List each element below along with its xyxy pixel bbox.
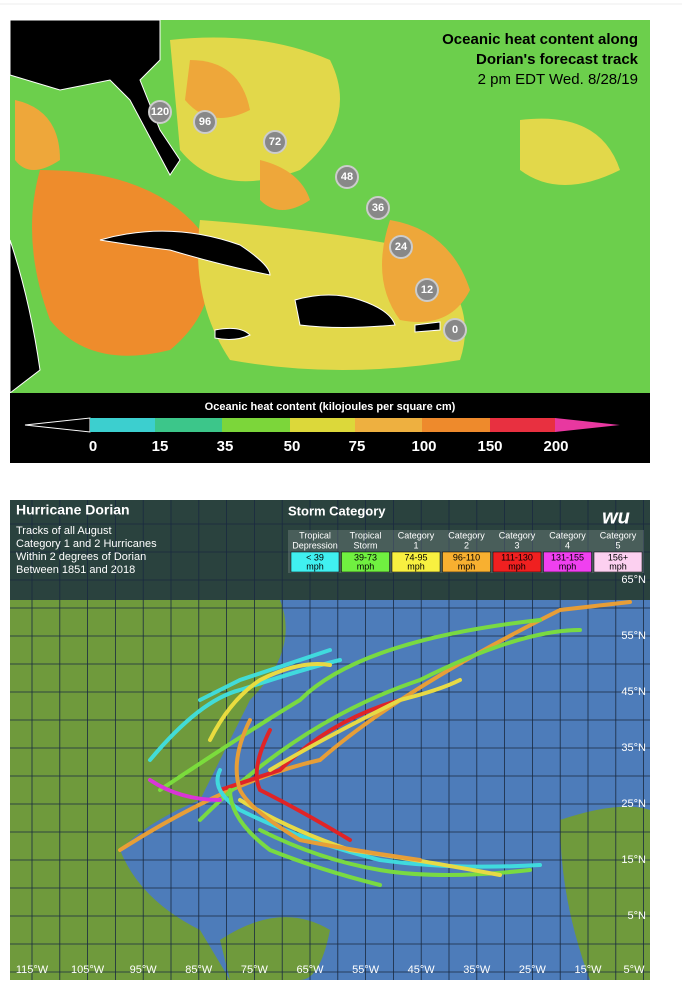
category-name: Category	[600, 530, 637, 540]
legend-label: 75	[349, 438, 366, 455]
lon-label: 65°W	[296, 964, 324, 976]
lon-label: 85°W	[185, 964, 213, 976]
category-name: 5	[615, 540, 620, 550]
track-marker	[335, 165, 359, 189]
legend-label: 100	[411, 438, 436, 455]
map-subtitle: Within 2 degrees of Dorian	[16, 551, 146, 563]
lon-label: 105°W	[71, 964, 105, 976]
category-range: 39-73	[354, 552, 377, 562]
legend-label: 200	[543, 438, 568, 455]
category-swatch	[492, 551, 542, 573]
category-range: mph	[508, 561, 526, 571]
map-subtitle: Category 1 and 2 Hurricanes	[16, 538, 157, 550]
category-swatch	[442, 551, 491, 573]
lat-label: 65°N	[621, 574, 646, 586]
lon-label: 115°W	[16, 964, 49, 976]
category-range: mph	[609, 561, 627, 571]
track-label: 48	[341, 171, 353, 183]
category-name: 1	[413, 540, 418, 550]
logo: wu	[602, 506, 630, 528]
category-range: 131-155	[551, 552, 584, 562]
track-marker	[366, 196, 390, 220]
category-name: Depression	[292, 540, 338, 550]
lon-label: 15°W	[574, 964, 602, 976]
category-name: 4	[565, 540, 570, 550]
category-name: Category	[499, 530, 536, 540]
category-name: 3	[514, 540, 519, 550]
map-title: Oceanic heat content along	[442, 31, 638, 48]
map-title: Hurricane Dorian	[16, 502, 130, 518]
lat-label: 55°N	[621, 630, 646, 642]
heat-map	[9, 19, 650, 463]
legend-label: 35	[217, 438, 234, 455]
lat-label: 15°N	[621, 854, 646, 866]
track-label: 36	[372, 202, 384, 214]
map-subtitle: Between 1851 and 2018	[16, 564, 135, 576]
category-range: 111-130	[501, 552, 533, 562]
track-label: 72	[269, 136, 281, 148]
lon-label: 55°W	[352, 964, 380, 976]
track-label: 96	[199, 116, 211, 128]
category-name: Category	[448, 530, 485, 540]
lon-label: 5°W	[624, 964, 646, 976]
legend-title: Storm Category	[288, 503, 386, 518]
legend-label: 15	[152, 438, 169, 455]
category-range: mph	[458, 561, 476, 571]
category-range: 74-95	[404, 552, 427, 562]
category-swatch	[543, 551, 592, 573]
category-swatch	[391, 551, 441, 573]
map-subtitle: Tracks of all August	[16, 525, 112, 537]
track-map-text: Hurricane Dorian Tracks of all August Ca…	[16, 502, 646, 976]
category-range: mph	[559, 561, 577, 571]
lat-label: 35°N	[621, 742, 646, 754]
heat-map-text: Oceanic heat content along Dorian's fore…	[89, 31, 639, 455]
track-map	[10, 500, 650, 980]
track-marker	[148, 100, 172, 124]
lon-label: 75°W	[241, 964, 269, 976]
legend-title: Oceanic heat content (kilojoules per squ…	[205, 401, 456, 413]
category-swatch	[593, 551, 643, 573]
lon-label: 45°W	[408, 964, 436, 976]
lon-label: 35°W	[463, 964, 491, 976]
category-range: mph	[306, 561, 324, 571]
track-marker	[263, 130, 287, 154]
legend-label: 0	[89, 438, 97, 455]
lon-label: 25°W	[519, 964, 547, 976]
lat-label: 45°N	[621, 686, 646, 698]
category-swatch	[341, 551, 390, 573]
track-marker	[415, 278, 439, 302]
category-range: < 39	[306, 552, 324, 562]
category-name: Tropical	[350, 530, 382, 540]
track-marker	[443, 318, 467, 342]
legend-label: 50	[284, 438, 301, 455]
category-swatch	[290, 551, 340, 573]
track-marker	[193, 110, 217, 134]
legend-label: 150	[477, 438, 502, 455]
track-label: 12	[421, 284, 433, 296]
lat-label: 25°N	[621, 798, 646, 810]
track-label: 120	[151, 106, 169, 118]
category-range: 96-110	[453, 552, 480, 562]
category-name: Category	[549, 530, 586, 540]
lon-label: 95°W	[130, 964, 158, 976]
track-label: 24	[395, 241, 408, 253]
category-name: Storm	[353, 540, 377, 550]
map-title: Dorian's forecast track	[476, 51, 639, 68]
category-name: 2	[464, 540, 469, 550]
track-label: 0	[452, 324, 458, 336]
category-name: Tropical	[299, 530, 331, 540]
category-range: 156+	[608, 552, 628, 562]
category-range: mph	[357, 561, 375, 571]
lat-label: 5°N	[628, 910, 647, 922]
track-marker	[389, 235, 413, 259]
map-title: 2 pm EDT Wed. 8/28/19	[478, 71, 638, 88]
category-name: Category	[398, 530, 435, 540]
category-range: mph	[407, 561, 425, 571]
